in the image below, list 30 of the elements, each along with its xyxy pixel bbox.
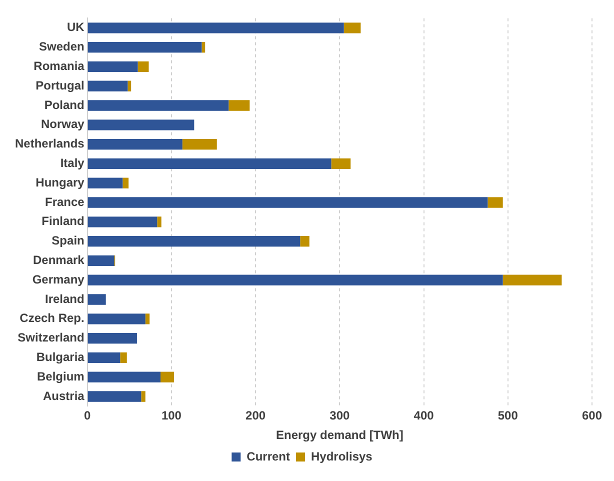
y-tick-label: Ireland: [44, 292, 84, 306]
x-tick-label: 600: [582, 408, 602, 423]
y-tick-label: Poland: [44, 98, 84, 112]
y-tick-label: Hungary: [36, 175, 85, 190]
y-tick-label: Netherlands: [14, 136, 85, 151]
y-tick-label: Belgium: [37, 369, 84, 384]
y-tick-label: Portugal: [36, 78, 84, 92]
y-tick-label: Austria: [43, 388, 85, 403]
y-tick-label: Czech Rep.: [20, 311, 84, 326]
y-tick-label: Spain: [52, 234, 84, 248]
y-tick-label: Romania: [34, 59, 85, 74]
y-tick-label: Finland: [42, 214, 84, 228]
x-tick-label: 400: [414, 408, 434, 423]
x-axis-title: Energy demand [TWh]: [276, 428, 404, 442]
y-tick-label: Denmark: [32, 253, 85, 268]
y-tick-label: Italy: [60, 156, 85, 170]
y-tick-label: Switzerland: [18, 330, 84, 345]
legend-label: Current: [246, 449, 290, 464]
x-tick-label: 100: [161, 408, 182, 423]
x-tick-label: 300: [330, 408, 350, 423]
legend-label: Hydrolisys: [310, 449, 373, 464]
y-tick-label: Norway: [40, 117, 85, 132]
x-tick-label: 0: [84, 408, 92, 423]
x-tick-label: 200: [246, 408, 266, 423]
y-tick-label: Germany: [32, 272, 85, 286]
y-tick-label: UK: [67, 20, 85, 34]
y-tick-label: Bulgaria: [36, 350, 85, 364]
y-tick-label: France: [44, 194, 85, 209]
x-tick-label: 500: [498, 408, 518, 423]
y-tick-label: Sweden: [38, 40, 84, 54]
